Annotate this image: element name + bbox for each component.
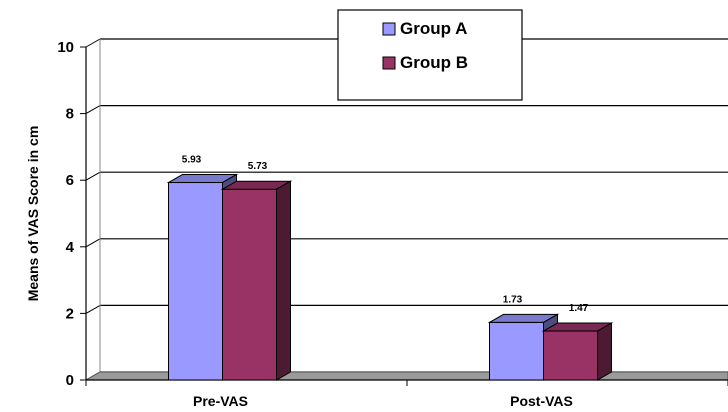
bar-side — [276, 180, 291, 381]
legend-swatch-group-b — [382, 56, 396, 70]
y-tick-label: 2 — [66, 305, 74, 322]
legend-label: Group B — [400, 53, 468, 72]
y-tick-label: 6 — [66, 172, 74, 189]
data-label: 5.93 — [182, 155, 202, 166]
legend-swatch-group-a — [382, 22, 396, 36]
bar-group-a-post-vas — [489, 321, 544, 381]
y-axis-title: Means of VAS Score in cm — [25, 126, 41, 302]
y-tick-label: 0 — [66, 372, 74, 389]
grid-diagonal-4 — [85, 238, 101, 248]
bar-group-b-pre-vas — [222, 188, 277, 381]
legend-label: Group A — [400, 19, 467, 38]
grid-diagonal-10 — [85, 38, 101, 48]
x-category-label: Pre-VAS — [193, 393, 248, 409]
bar-group-a-pre-vas — [168, 182, 223, 381]
y-tick-label: 8 — [66, 106, 74, 123]
bar-group-b-post-vas — [543, 330, 598, 381]
x-category-label: Post-VAS — [510, 393, 573, 409]
bar-side — [597, 322, 612, 381]
data-label: 1.73 — [503, 294, 523, 305]
grid-diagonal-2 — [85, 304, 101, 314]
y-tick-label: 10 — [57, 39, 74, 56]
data-label: 1.47 — [569, 303, 589, 314]
y-tick-label: 4 — [66, 239, 75, 256]
grid-diagonal-6 — [85, 171, 101, 181]
data-label: 5.73 — [248, 161, 268, 172]
legend-box — [337, 9, 523, 101]
grid-diagonal-8 — [85, 105, 101, 115]
